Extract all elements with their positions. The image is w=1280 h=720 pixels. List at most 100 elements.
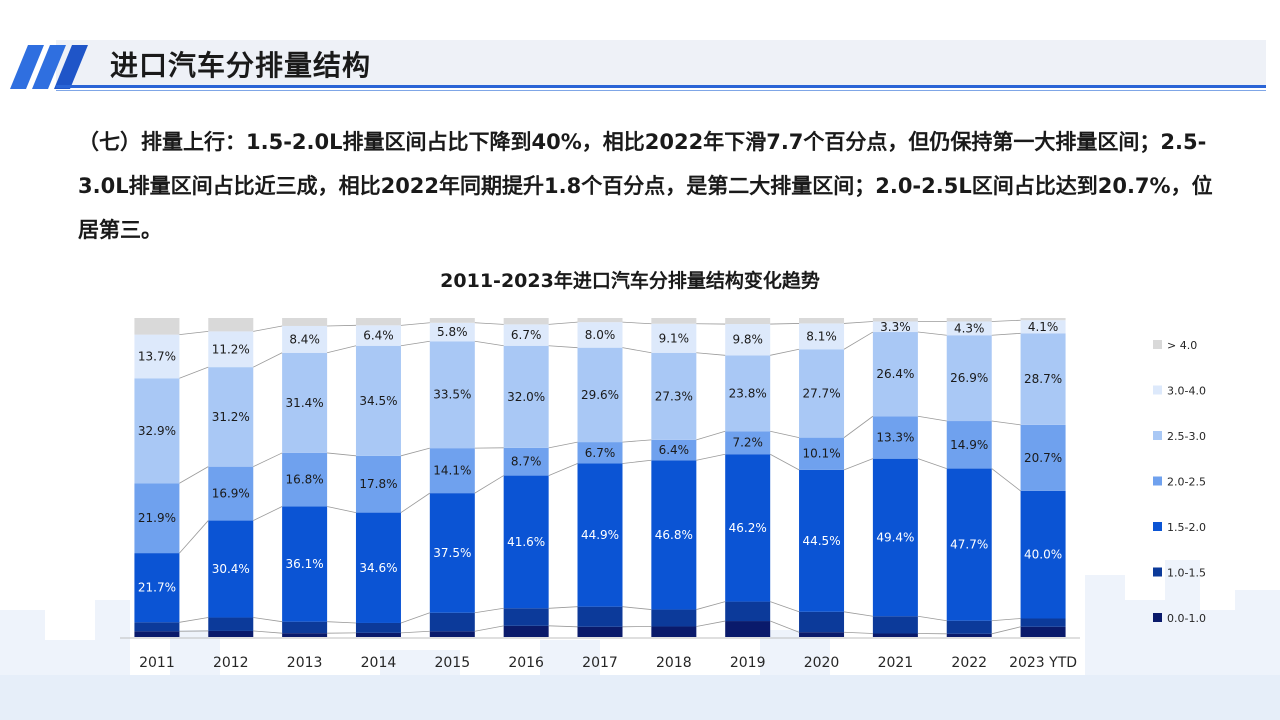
series-line: [843, 458, 874, 471]
data-label: 13.7%: [138, 349, 176, 363]
x-tick-label: 2012: [213, 655, 249, 671]
series-line: [400, 340, 430, 347]
x-tick-label: 2017: [582, 655, 618, 671]
bar-segment: [577, 318, 623, 323]
data-label: 31.2%: [212, 410, 250, 424]
series-line: [696, 430, 726, 441]
data-label: 33.5%: [433, 388, 471, 402]
bar-segment: [208, 466, 254, 521]
data-label: 32.9%: [138, 424, 176, 438]
series-line: [548, 441, 578, 449]
bar-segment: [1020, 424, 1066, 491]
bar-segment: [651, 439, 697, 461]
bar-segment: [208, 630, 254, 637]
bar-segment: [651, 609, 697, 627]
data-label: 34.6%: [359, 561, 397, 575]
series-line: [770, 620, 800, 633]
bar-segment: [134, 318, 180, 335]
data-label: 16.9%: [212, 487, 250, 501]
bar-segment: [355, 622, 401, 633]
bar-segment: [725, 454, 771, 602]
bar-segment: [651, 460, 697, 610]
series-line: [622, 439, 652, 443]
data-label: 23.8%: [729, 386, 767, 400]
series-line: [253, 352, 283, 368]
bar-segment: [134, 631, 180, 637]
bar-segment: [651, 626, 697, 637]
data-label: 20.7%: [1024, 451, 1062, 465]
series-line: [991, 618, 1021, 622]
series-line: [548, 321, 578, 325]
bar-segment: [208, 318, 254, 332]
data-label: 26.9%: [950, 371, 988, 385]
series-line: [327, 621, 356, 624]
legend-label: 2.5-3.0: [1167, 430, 1206, 443]
bar-segment: [1020, 320, 1066, 334]
x-tick-label: 2011: [139, 655, 175, 671]
bar-segment: [872, 318, 918, 322]
bar-segment: [946, 421, 992, 469]
bar-segment: [1020, 626, 1066, 637]
data-label: 14.9%: [950, 438, 988, 452]
bar-segment: [799, 611, 845, 633]
bar-segment: [429, 318, 475, 323]
series-line: [327, 452, 357, 457]
bar-segment: [872, 321, 918, 333]
series-line: [917, 415, 947, 422]
data-label: 8.1%: [806, 329, 837, 343]
data-label: 9.1%: [659, 331, 690, 345]
data-label: 8.4%: [289, 332, 320, 346]
bar-segment: [799, 632, 845, 637]
bar-segment: [282, 506, 328, 622]
data-label: 36.1%: [286, 557, 324, 571]
series-line: [770, 348, 800, 356]
series-line: [400, 322, 430, 326]
bar-segment: [946, 468, 992, 621]
series-line: [548, 345, 578, 349]
bar-segment: [282, 352, 328, 453]
data-label: 10.1%: [802, 447, 840, 461]
bar-segment: [651, 323, 697, 353]
x-tick-label: 2019: [730, 655, 766, 671]
series-line: [253, 617, 283, 623]
bar-segment: [429, 612, 475, 632]
data-label: 49.4%: [876, 530, 914, 544]
title-background: [56, 40, 1266, 86]
bar-segment: [208, 331, 254, 368]
bar-segment: [503, 608, 549, 626]
series-line: [991, 332, 1021, 336]
series-line: [474, 475, 504, 494]
bar-segment: [946, 321, 992, 336]
series-line: [400, 630, 430, 634]
series-line: [991, 468, 1021, 492]
data-label: 6.4%: [363, 329, 394, 343]
series-line: [770, 430, 800, 439]
bar-segment: [577, 322, 623, 348]
series-line: [179, 466, 209, 484]
series-line: [327, 345, 357, 354]
bar-segment: [946, 620, 992, 634]
legend-swatch: [1153, 522, 1162, 531]
data-label: 17.8%: [359, 477, 397, 491]
data-label: 3.3%: [880, 320, 911, 334]
series-line: [548, 463, 578, 476]
data-label: 29.6%: [581, 388, 619, 402]
bar-segment: [134, 334, 180, 379]
bar-segment: [282, 621, 328, 634]
data-label: 34.5%: [359, 394, 397, 408]
legend-label: > 4.0: [1167, 339, 1197, 352]
bar-segment: [946, 335, 992, 422]
data-label: 40.0%: [1024, 548, 1062, 562]
legend-label: 2.0-2.5: [1167, 476, 1206, 489]
data-label: 21.7%: [138, 581, 176, 595]
series-line: [696, 601, 726, 610]
bar-segment: [355, 345, 401, 456]
bar-segment: [134, 378, 180, 484]
series-line: [253, 325, 283, 332]
bar-segment: [429, 631, 475, 637]
data-label: 37.5%: [433, 546, 471, 560]
legend-swatch: [1153, 613, 1162, 622]
bar-segment: [799, 469, 845, 612]
bar-segment: [355, 318, 401, 326]
